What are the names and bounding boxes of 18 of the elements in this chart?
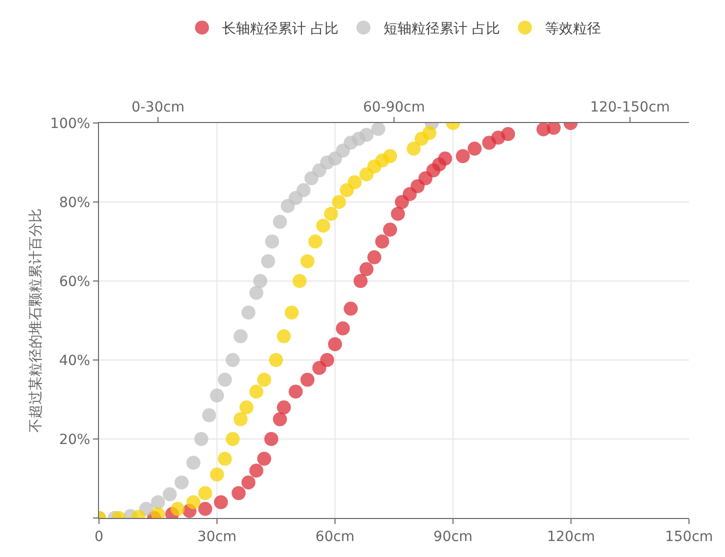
- text: 60-90cm: [362, 99, 426, 116]
- text: 0-30cm: [131, 99, 185, 116]
- y-tick-label: 60%: [59, 274, 90, 290]
- x-tick-label: 90cm: [433, 528, 473, 545]
- legend-label: 长轴粒径累计 占比: [222, 21, 338, 38]
- text: 120-150cm: [590, 99, 670, 116]
- legend-label: 等效粒径: [544, 21, 601, 38]
- x-tick-label: 120cm: [546, 528, 596, 545]
- y-tick-label: 80%: [59, 194, 90, 211]
- x-tick-label: 30cm: [197, 528, 237, 545]
- y-axis-title: 不超过某粒径的堆石颗粒累计百分比: [28, 208, 44, 432]
- y-tick-label: 40%: [59, 352, 90, 369]
- x-tick-label: 150cm: [664, 528, 714, 545]
- y-tick-label: 100%: [50, 116, 90, 132]
- y-tick-label: 20%: [59, 432, 90, 448]
- legend-label: 短轴粒径累计 占比: [383, 21, 500, 38]
- x-tick-label: 60cm: [315, 528, 355, 545]
- x-tick-label: 0: [94, 528, 104, 545]
